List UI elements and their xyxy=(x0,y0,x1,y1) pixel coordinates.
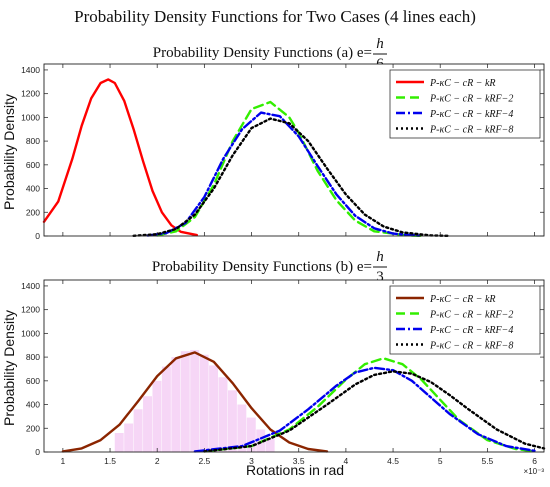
chart-a-y-tick-label: 1000 xyxy=(21,112,40,122)
chart-b-x-tick-label: 3 xyxy=(249,456,254,466)
chart-a-y-tick-label: 200 xyxy=(26,207,40,217)
chart-b-histogram-bar xyxy=(256,429,266,452)
chart-b-x-tick-label: 2.5 xyxy=(198,456,210,466)
chart-b-x-tick-label: 2 xyxy=(155,456,160,466)
chart-a-frame xyxy=(43,63,545,237)
chart-a-legend-label-4: P-κC − cR − kRF−8 xyxy=(429,125,513,136)
chart-b-legend-label-1: P-κC − cR − kR xyxy=(429,294,496,305)
chart-a-legend-label-1: P-κC − cR − kR xyxy=(429,78,496,89)
chart-b-x-tick-label: 6 xyxy=(532,456,537,466)
chart-b-histogram-bar xyxy=(171,357,181,452)
chart-a-series-line-4 xyxy=(132,117,451,238)
chart-b-frame xyxy=(43,279,545,453)
chart-b-histogram-bar xyxy=(143,396,152,452)
chart-b-x-tick-label: 4 xyxy=(344,456,349,466)
chart-b-series-line-1 xyxy=(61,351,329,453)
chart-a-series-line-3 xyxy=(146,111,423,238)
chart-b-series-line-4 xyxy=(203,370,546,453)
chart-b-x-tick-label: 4.5 xyxy=(387,456,399,466)
chart-a-y-tick-label: 1200 xyxy=(21,89,40,99)
chart-a-title-fraction-numerator: h xyxy=(376,36,384,52)
chart-b-legend: P-κC − cR − kR P-κC − cR − kRF−2 P-κC − cR… xyxy=(389,285,541,355)
figure-title: Probability Density Functions for Two Ca… xyxy=(74,7,476,26)
chart-panel-a: Probability Density Functions (a) e= h 6… xyxy=(1,36,545,241)
chart-b-title-fraction-numerator: h xyxy=(376,249,384,265)
chart-b-histogram-bar xyxy=(161,366,171,452)
chart-a-legend-label-2: P-κC − cR − kRF−2 xyxy=(429,94,513,105)
chart-b-histogram-bar xyxy=(227,390,237,452)
chart-a-y-tick-label: 800 xyxy=(26,136,40,146)
chart-b-histogram-bar xyxy=(209,365,219,452)
chart-b-title-fraction-denominator: 3 xyxy=(376,269,384,285)
chart-b-legend-label-4: P-κC − cR − kRF−8 xyxy=(429,341,513,352)
chart-b-x-tick-label: 5 xyxy=(438,456,443,466)
chart-b-x-tick-label: 1 xyxy=(61,456,66,466)
chart-b-series-line-3 xyxy=(193,366,536,453)
chart-b-histogram-bar xyxy=(246,417,256,452)
chart-panel-b: Probability Density Functions (b) e= h 3… xyxy=(1,249,546,466)
chart-a-legend: P-κC − cR − kR P-κC − cR − kRF−2 P-κC − cR… xyxy=(389,69,541,139)
chart-b-histogram-bar xyxy=(180,351,190,452)
chart-b-histogram-bar xyxy=(190,349,200,452)
chart-b-y-tick-label: 0 xyxy=(35,447,40,457)
chart-b-y-tick-label: 400 xyxy=(26,400,40,410)
chart-b-histogram-bar xyxy=(237,404,247,452)
chart-a-ylabel: Probability Density xyxy=(1,94,17,210)
chart-b-y-tick-label: 800 xyxy=(26,352,40,362)
chart-a-y-tick-label: 400 xyxy=(26,184,40,194)
chart-b-y-tick-label: 200 xyxy=(26,423,40,433)
chart-b-x-tick-label: 1.5 xyxy=(104,456,116,466)
chart-b-legend-label-2: P-κC − cR − kRF−2 xyxy=(429,310,513,321)
chart-a-legend-label-3: P-κC − cR − kRF−4 xyxy=(429,109,513,120)
chart-b-y-tick-label: 1200 xyxy=(21,305,40,315)
chart-a-title-prefix: Probability Density Functions (a) e= xyxy=(153,45,372,61)
chart-a-y-tick-label: 1400 xyxy=(21,65,40,75)
chart-b-y-tick-label: 1400 xyxy=(21,281,40,291)
x-axis-label: Rotations in rad xyxy=(246,462,344,478)
chart-b-ylabel: Probability Density xyxy=(1,310,17,426)
chart-b-x-tick-label: 5.5 xyxy=(481,456,493,466)
chart-b-x-tick-label: 3.5 xyxy=(293,456,305,466)
x-axis-multiplier: ×10⁻³ xyxy=(524,467,545,476)
chart-b-legend-label-3: P-κC − cR − kRF−4 xyxy=(429,325,513,336)
chart-a-series-line-1 xyxy=(42,78,199,237)
chart-b-y-tick-label: 1000 xyxy=(21,328,40,338)
chart-b-y-tick-label: 600 xyxy=(26,376,40,386)
chart-b-histogram-bar xyxy=(124,423,134,452)
chart-b-histogram-bar xyxy=(152,380,162,452)
chart-b-histogram-bar xyxy=(199,354,209,452)
chart-b-histogram-bar xyxy=(218,377,228,452)
chart-b-title-prefix: Probability Density Functions (b) e= xyxy=(152,259,372,275)
chart-b-histogram-bar xyxy=(114,433,124,452)
chart-b-histogram-bar xyxy=(133,409,143,452)
chart-b-histogram-bar xyxy=(265,438,275,452)
chart-a-y-tick-label: 0 xyxy=(35,231,40,241)
chart-a-y-tick-label: 600 xyxy=(26,160,40,170)
